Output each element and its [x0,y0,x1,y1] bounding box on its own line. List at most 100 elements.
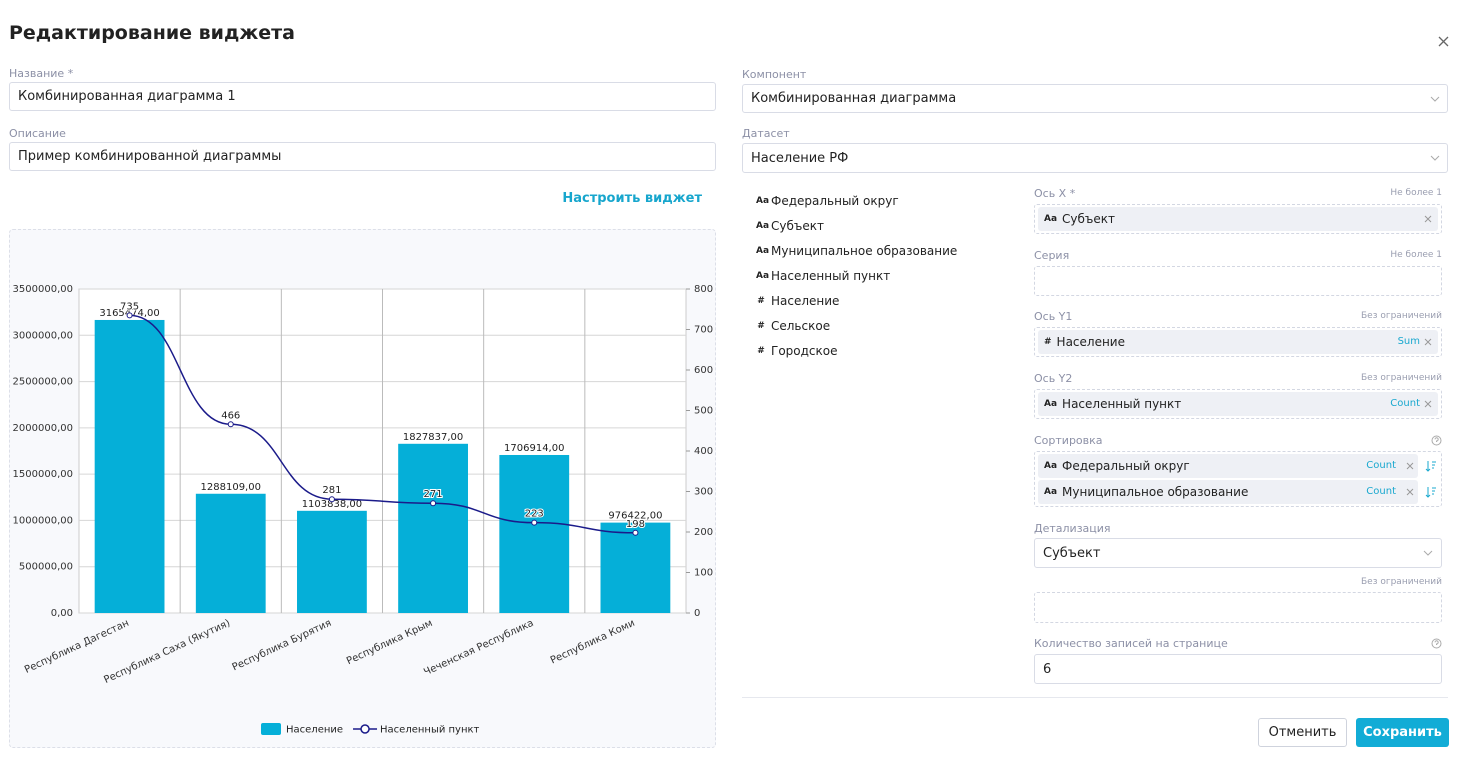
drop-zone[interactable] [1034,266,1442,296]
bar [297,510,367,613]
chip-icon: Aa [1044,461,1058,471]
remove-icon[interactable] [1404,460,1416,472]
x-tick-label: Республика Бурятия [231,618,334,674]
chip-icon: Aa [1044,214,1058,224]
bar [398,443,468,613]
y-tick-label: 500000,00 [19,562,73,573]
x-tick-label: Республика Коми [549,618,637,667]
chip-icon: # [1044,337,1052,347]
drop-zone[interactable] [1034,389,1442,419]
field-item[interactable]: Aa Федеральный округ [756,193,899,209]
bar [94,319,165,613]
field-item[interactable]: # Сельское [756,318,830,334]
help-icon[interactable] [1431,638,1442,649]
chip-label: Муниципальное образование [1062,485,1249,499]
field-label: Сельское [771,319,831,333]
field-label: Население [771,294,840,308]
y2-tick-label: 400 [694,446,713,457]
line-value-label: 735 [120,301,139,312]
line-value-label: 271 [424,489,443,500]
bar [600,522,671,613]
configure-link[interactable]: Настроить виджет [562,191,702,206]
remove-icon[interactable] [1404,486,1416,498]
line-point [227,421,234,428]
chip[interactable]: Aa Субъект [1038,207,1438,231]
y2-tick-label: 700 [694,325,713,336]
field-label: Детализация [1034,522,1111,535]
field-label: Населенный пункт [771,269,891,283]
line-point [328,496,335,503]
drop-zone[interactable] [1034,204,1442,234]
line-value-label: 198 [626,519,645,530]
line-value-label: 466 [221,410,240,421]
remove-icon[interactable] [1422,213,1434,225]
legend-swatch [261,723,281,735]
chart: 0,00 500000,00 1000000,00 1500000,00 2000000… [9,229,716,748]
y2-tick-label: 600 [694,365,713,376]
field-item[interactable]: Aa Муниципальное образование [756,243,957,259]
help-icon[interactable] [1431,435,1443,447]
section-label: Ось Y1 [1034,310,1073,323]
drop-zone[interactable] [1034,451,1442,507]
sort-icon[interactable] [1425,460,1437,472]
drop-zone[interactable] [1034,327,1442,357]
x-tick-label: Республика Крым [345,618,434,667]
page-size-input[interactable]: 6 [1034,654,1442,684]
field-item[interactable]: # Городское [756,343,837,359]
chip[interactable]: Aa Федеральный округ Count [1038,454,1418,478]
chevrons [1430,96,1440,161]
remove-icon[interactable] [1422,336,1434,348]
field-label: Датасет [742,127,790,140]
chip-agg: Count [1390,398,1420,409]
dataset-select[interactable]: Население РФ [742,143,1448,173]
y-tick-label: 0,00 [51,608,73,619]
y-tick-label: 2000000,00 [13,423,73,434]
y2-tick-label: 100 [694,568,713,579]
cancel-button[interactable]: Отменить [1258,718,1347,747]
chip-label: Субъект [1062,212,1116,226]
legend-label: Население [286,725,343,736]
chip-icon: Aa [1044,399,1058,409]
chip-agg: Sum [1397,336,1420,347]
close-button[interactable] [1437,35,1450,48]
x-tick-label: Чеченская Республика [422,618,535,679]
field-label: Субъект [771,219,824,233]
y-tick-label: 2500000,00 [13,377,73,388]
sort-icon[interactable] [1425,486,1437,498]
divider [742,697,1448,698]
section-label: Ось Y2 [1034,372,1073,385]
y-tick-label: 1500000,00 [13,469,73,480]
chip-label: Население [1056,335,1125,349]
section-hint: Без ограничений [1361,311,1442,321]
chip-label: Федеральный округ [1062,459,1190,473]
field-label: Муниципальное образование [771,244,958,258]
field-icon: # [757,346,765,356]
field-item[interactable]: Aa Субъект [756,218,824,234]
field-icon: # [757,296,765,306]
bar-value-label: 1103838,00 [302,499,362,510]
y-tick-label: 3000000,00 [13,330,73,341]
field-item[interactable]: Aa Населенный пункт [756,268,890,284]
description-input[interactable]: Пример комбинированной диаграммы [9,142,716,171]
field-icon: Aa [756,246,770,256]
chip[interactable]: # Население Sum [1038,330,1438,354]
chip[interactable]: Aa Населенный пункт Count [1038,392,1438,416]
y2-tick-label: 0 [694,608,700,619]
name-input[interactable]: Комбинированная диаграмма 1 [9,82,716,111]
chip-agg: Count [1366,486,1396,497]
field-item[interactable]: # Население [756,293,839,309]
chip-label: Населенный пункт [1062,397,1182,411]
field-label: Компонент [742,68,807,81]
save-button[interactable]: Сохранить [1356,718,1449,747]
chip-icon: Aa [1044,487,1058,497]
remove-icon[interactable] [1422,398,1434,410]
bar-value-label: 976422,00 [608,511,662,522]
detail-select[interactable]: Субъект [1034,538,1442,568]
line-point [632,529,639,536]
y2-tick-label: 500 [694,406,713,417]
drop-zone[interactable] [1034,592,1442,623]
component-select[interactable]: Комбинированная диаграмма [742,84,1448,113]
chip[interactable]: Aa Муниципальное образование Count [1038,480,1418,504]
bar-value-label: 1827837,00 [403,432,463,443]
section-label: Серия [1034,249,1070,262]
